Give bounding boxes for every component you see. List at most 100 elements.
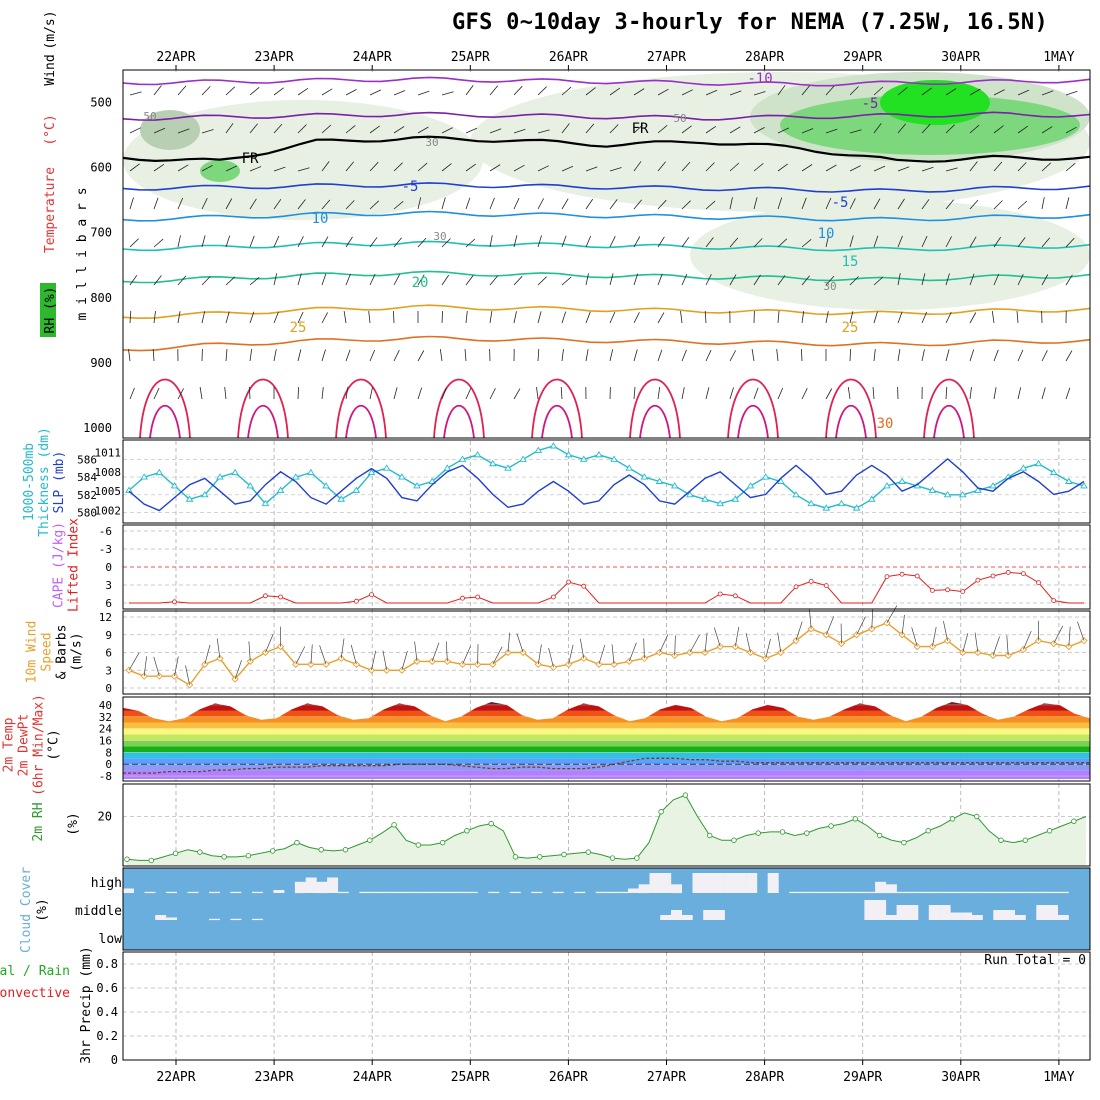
contour-label: -5 — [402, 179, 419, 195]
wind-barb — [417, 162, 428, 172]
wind-barb — [1016, 310, 1019, 324]
isotherm-40-arch — [835, 405, 867, 439]
panel-frame-thick — [122, 439, 1091, 524]
wind-barb — [729, 197, 733, 210]
rh2m-point — [561, 851, 567, 858]
lifted-index-point — [353, 598, 359, 604]
thickness-slp-label: 1000-500mb Thickness (dm) SLP (mb) — [22, 427, 67, 537]
wind-barb — [561, 311, 567, 324]
wind-barb — [897, 87, 908, 96]
date-label-bottom: 22APR — [156, 1070, 195, 1085]
thickness-point — [276, 486, 285, 493]
wind10m-point — [398, 666, 406, 674]
isotherm-35-arch — [923, 378, 975, 439]
cloud-bar-high — [853, 891, 865, 894]
wind-barb — [921, 199, 930, 210]
wind-barb — [705, 387, 710, 400]
cloud-bar-high — [123, 888, 134, 893]
wind10m-barb — [174, 656, 179, 677]
wind-barb — [321, 312, 328, 324]
wind10m-point — [1050, 639, 1058, 648]
wind-barb — [273, 87, 284, 96]
wind10m-barb — [745, 632, 751, 653]
wind-barb — [609, 273, 614, 286]
cloud-bar-high — [1057, 891, 1069, 894]
date-label-top: 22APR — [156, 50, 195, 65]
wind-barb — [849, 86, 859, 96]
rh2m-point — [1046, 828, 1053, 834]
wind-barb — [897, 123, 907, 134]
thickness-slp-label-line: 1000-500mb — [22, 443, 37, 521]
thickness-point — [352, 486, 361, 493]
wind-barb — [657, 273, 663, 286]
wind10m-point — [504, 648, 512, 657]
wind10m-barb — [704, 632, 708, 653]
wind-barb — [321, 273, 327, 286]
cloud-bar-high — [928, 891, 940, 894]
isotherm-35-arch — [433, 378, 485, 439]
cloud-bar-middle — [971, 915, 983, 920]
wind10m-point — [943, 637, 952, 645]
thickness-point — [216, 473, 224, 480]
thickness-point — [534, 446, 543, 453]
thickness-point — [140, 473, 148, 480]
cloud-bar-high — [735, 873, 747, 893]
wind-barb — [561, 198, 569, 210]
cloud-bar-high — [1004, 891, 1015, 894]
wind-barb — [369, 237, 378, 248]
thickness-point — [595, 451, 603, 458]
wind-barb — [561, 123, 570, 134]
thickness-slp-panel — [125, 442, 1088, 512]
wind-barb — [825, 388, 833, 400]
wind-barb — [536, 387, 539, 400]
cloud-bar-high — [628, 888, 639, 893]
panel-frame-upper — [122, 69, 1091, 439]
upper-air-panel — [122, 72, 1091, 439]
cloud-bar-high — [713, 873, 725, 893]
precip-tick: 0.6 — [96, 981, 118, 995]
precip-tick: 0.4 — [96, 1005, 118, 1019]
wind-barb — [945, 312, 952, 324]
wind-barb — [177, 388, 184, 400]
wind-barb — [969, 273, 975, 286]
thickness-point — [170, 482, 179, 489]
temp-band — [123, 722, 1090, 729]
thickness-point — [974, 486, 982, 493]
wind10m-barb — [548, 647, 554, 668]
thickness-point — [155, 468, 164, 476]
rh2m-point — [197, 849, 203, 855]
wind-barb — [873, 349, 876, 362]
wind-barb — [705, 237, 714, 248]
wind10m-barb — [856, 616, 866, 635]
wind-barb — [945, 88, 957, 96]
wind-barb — [224, 387, 227, 400]
wind-barb — [991, 311, 995, 324]
wind-barb — [177, 311, 181, 324]
wind-barb — [681, 200, 691, 210]
wind-barb — [128, 349, 131, 362]
wind-barb — [297, 386, 299, 400]
thickness-point — [1034, 459, 1043, 467]
wind-barb — [969, 161, 978, 172]
wind-barb — [657, 349, 663, 362]
wind-barb — [345, 89, 357, 96]
panel-frame-rh — [122, 783, 1091, 867]
thickness-point — [989, 482, 997, 489]
cloud-bar-middle — [907, 905, 919, 920]
cloud-bar-high — [466, 891, 478, 894]
thickness-point — [579, 455, 588, 462]
thickness-point — [413, 482, 421, 489]
thickness-tick: 580 — [77, 507, 97, 520]
wind-barb — [297, 167, 310, 172]
wind-barb — [129, 274, 138, 286]
pressure-tick: 1000 — [83, 421, 112, 435]
panel-frame-cloud — [122, 867, 1091, 951]
wind-barb — [729, 387, 734, 400]
wind10m-barb — [643, 638, 645, 659]
wind-barb — [801, 85, 810, 96]
wind-barb — [369, 200, 380, 210]
wind-barb — [489, 275, 499, 286]
rh2m-panel — [124, 792, 1087, 866]
wind-barb — [849, 348, 851, 362]
wind-barb — [585, 87, 596, 96]
